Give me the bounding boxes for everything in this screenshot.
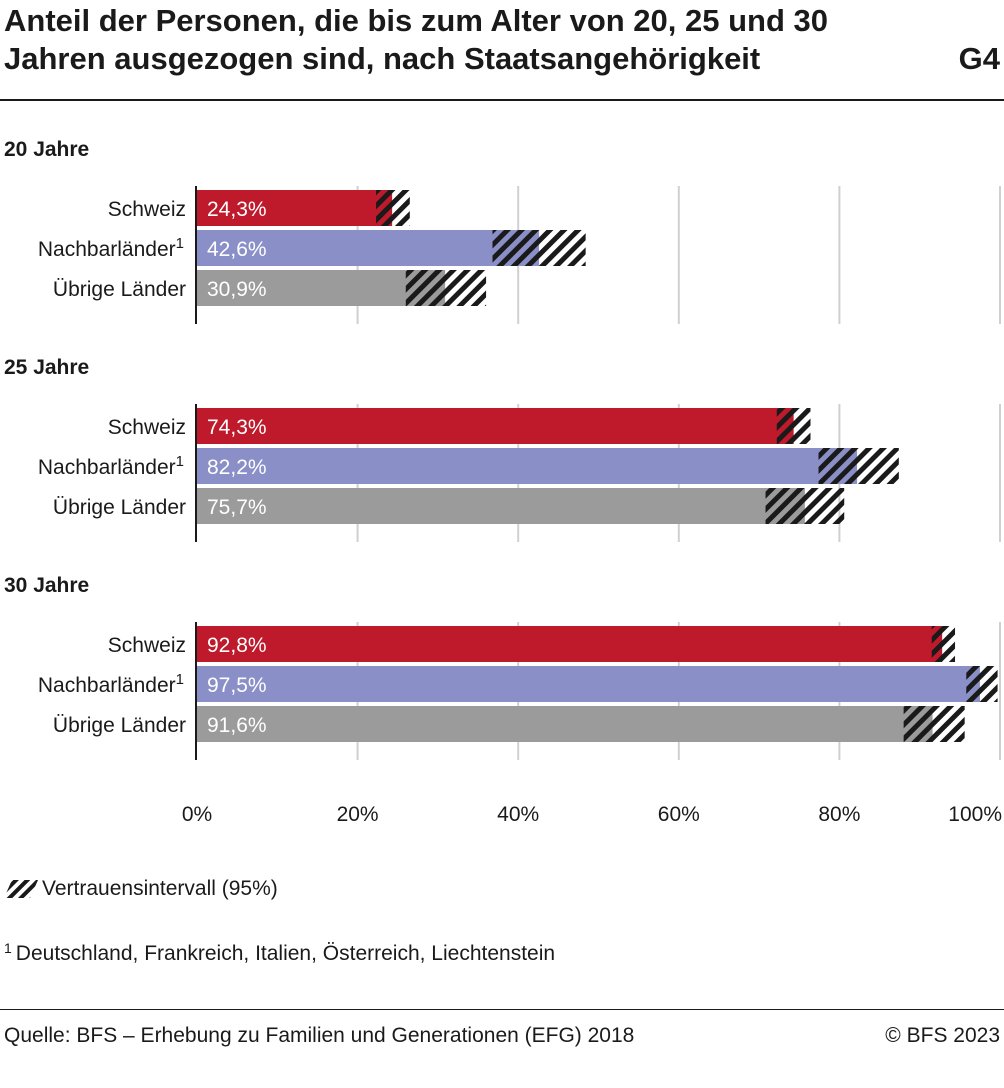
confidence-interval [765,488,845,524]
chart-title: Anteil der Personen, die bis zum Alter v… [4,3,829,76]
category-label: Nachbarländer1 [38,453,184,479]
category-label: Übrige Länder [53,278,186,301]
legend-label: Vertrauensintervall (95%) [42,877,278,900]
group-label: 20 Jahre [4,140,89,161]
bar [197,230,540,266]
hatch-swatch-icon [4,880,38,898]
title-divider [0,99,1004,101]
data-label: 30,9% [207,278,267,301]
bar-chart: 20 Jahre 24,3% Schweiz 42,6% Nachbarländer1 3… [4,140,1002,826]
confidence-interval [966,666,998,702]
category-label: Nachbarländer1 [38,235,184,261]
bar [197,666,980,702]
category-label: Nachbarländer1 [38,671,184,697]
confidence-interval [492,230,586,266]
x-tick-label: 100% [948,803,1002,826]
category-label: Schweiz [108,416,186,439]
category-label: Schweiz [108,198,186,221]
data-label: 91,6% [207,714,267,737]
footer-divider [0,1009,1004,1010]
bar [197,408,794,444]
data-label: 97,5% [207,674,267,697]
legend: Vertrauensintervall (95%) [4,876,278,902]
category-label: Übrige Länder [53,714,186,737]
bar [197,270,446,306]
group-label: 25 Jahre [4,356,89,379]
confidence-interval [405,270,487,306]
data-label: 74,3% [207,416,267,439]
data-label: 42,6% [207,238,267,261]
x-tick-label: 40% [497,803,539,826]
bar [197,706,933,742]
category-label: Übrige Länder [53,496,186,519]
x-tick-label: 80% [818,803,860,826]
confidence-interval [376,190,410,226]
bar [197,448,858,484]
confidence-interval [903,706,965,742]
x-tick-label: 60% [658,803,700,826]
source-note: Quelle: BFS – Erhebung zu Familien und G… [4,1024,635,1047]
bar [197,488,805,524]
confidence-interval [776,408,811,444]
chart-number: G4 [958,41,1000,76]
confidence-interval [931,626,956,662]
group-label: 30 Jahre [4,574,89,597]
footnote: 1 Deutschland, Frankreich, Italien, Öster… [4,940,555,966]
data-label: 24,3% [207,198,267,221]
footnote-text: Deutschland, Frankreich, Italien, Österr… [15,942,556,965]
bar [197,190,393,226]
bar [197,626,943,662]
category-label: Schweiz [108,634,186,657]
x-tick-label: 0% [182,803,212,826]
data-label: 82,2% [207,456,267,479]
data-label: 75,7% [207,496,267,519]
confidence-interval [818,448,899,484]
copyright-note: © BFS 2023 [885,1024,1000,1047]
footnote-marker: 1 [4,940,12,956]
x-tick-label: 20% [337,803,379,826]
data-label: 92,8% [207,634,267,657]
